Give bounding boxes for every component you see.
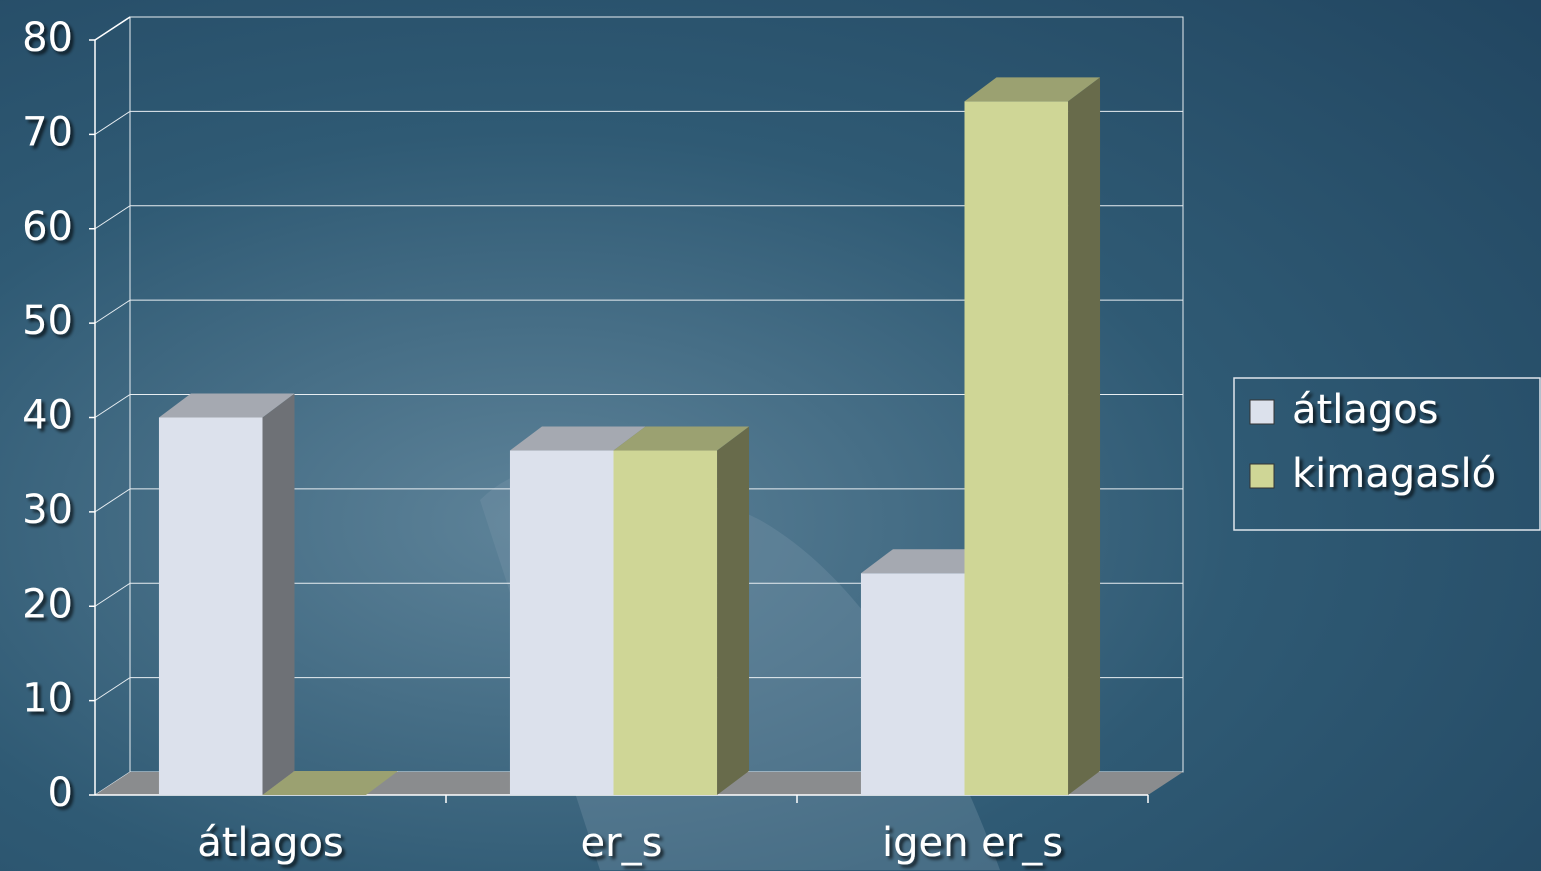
y-tick-label: 50 [22, 298, 73, 344]
y-axis-depth [94, 16, 131, 41]
bar-top [613, 426, 750, 451]
bar-front [509, 450, 614, 795]
bar-top [509, 426, 646, 451]
legend-label: kimagasló [1292, 451, 1496, 497]
bar [964, 77, 1101, 795]
bar-front [860, 573, 965, 795]
y-tick-label: 10 [22, 676, 73, 722]
y-tick-label: 30 [22, 487, 73, 533]
bar-top [860, 549, 997, 574]
bar-front [158, 417, 263, 795]
grid-line [94, 299, 131, 324]
x-tick-label: igen er_s [882, 820, 1063, 866]
legend-box [1233, 377, 1541, 531]
bar [613, 426, 750, 795]
y-tick-label: 70 [22, 109, 73, 155]
bar-side [1068, 77, 1101, 795]
grid-line [94, 205, 131, 230]
y-tick-label: 80 [22, 15, 73, 61]
legend-label: átlagos [1292, 387, 1439, 433]
legend-swatch [1249, 399, 1275, 425]
grid-line [94, 394, 131, 418]
x-tick-label: er_s [581, 820, 663, 866]
y-tick-label: 20 [22, 581, 73, 627]
bar-top [262, 771, 399, 795]
x-tick-label: átlagos [197, 820, 344, 866]
bar-side [262, 393, 295, 795]
bar-top [158, 393, 295, 418]
grid-line [94, 110, 131, 135]
y-tick-label: 60 [22, 204, 73, 250]
y-tick-label: 40 [22, 393, 73, 439]
legend-swatch [1249, 463, 1275, 489]
grid-line [94, 677, 131, 702]
grid-line [94, 582, 131, 607]
bar [158, 393, 295, 795]
grid-line [94, 488, 131, 513]
y-tick-label: 0 [48, 770, 73, 816]
bar-side [717, 426, 750, 795]
bar-front [613, 450, 718, 795]
bar [262, 771, 399, 795]
bar-top [964, 77, 1101, 102]
bar-front [964, 101, 1069, 795]
